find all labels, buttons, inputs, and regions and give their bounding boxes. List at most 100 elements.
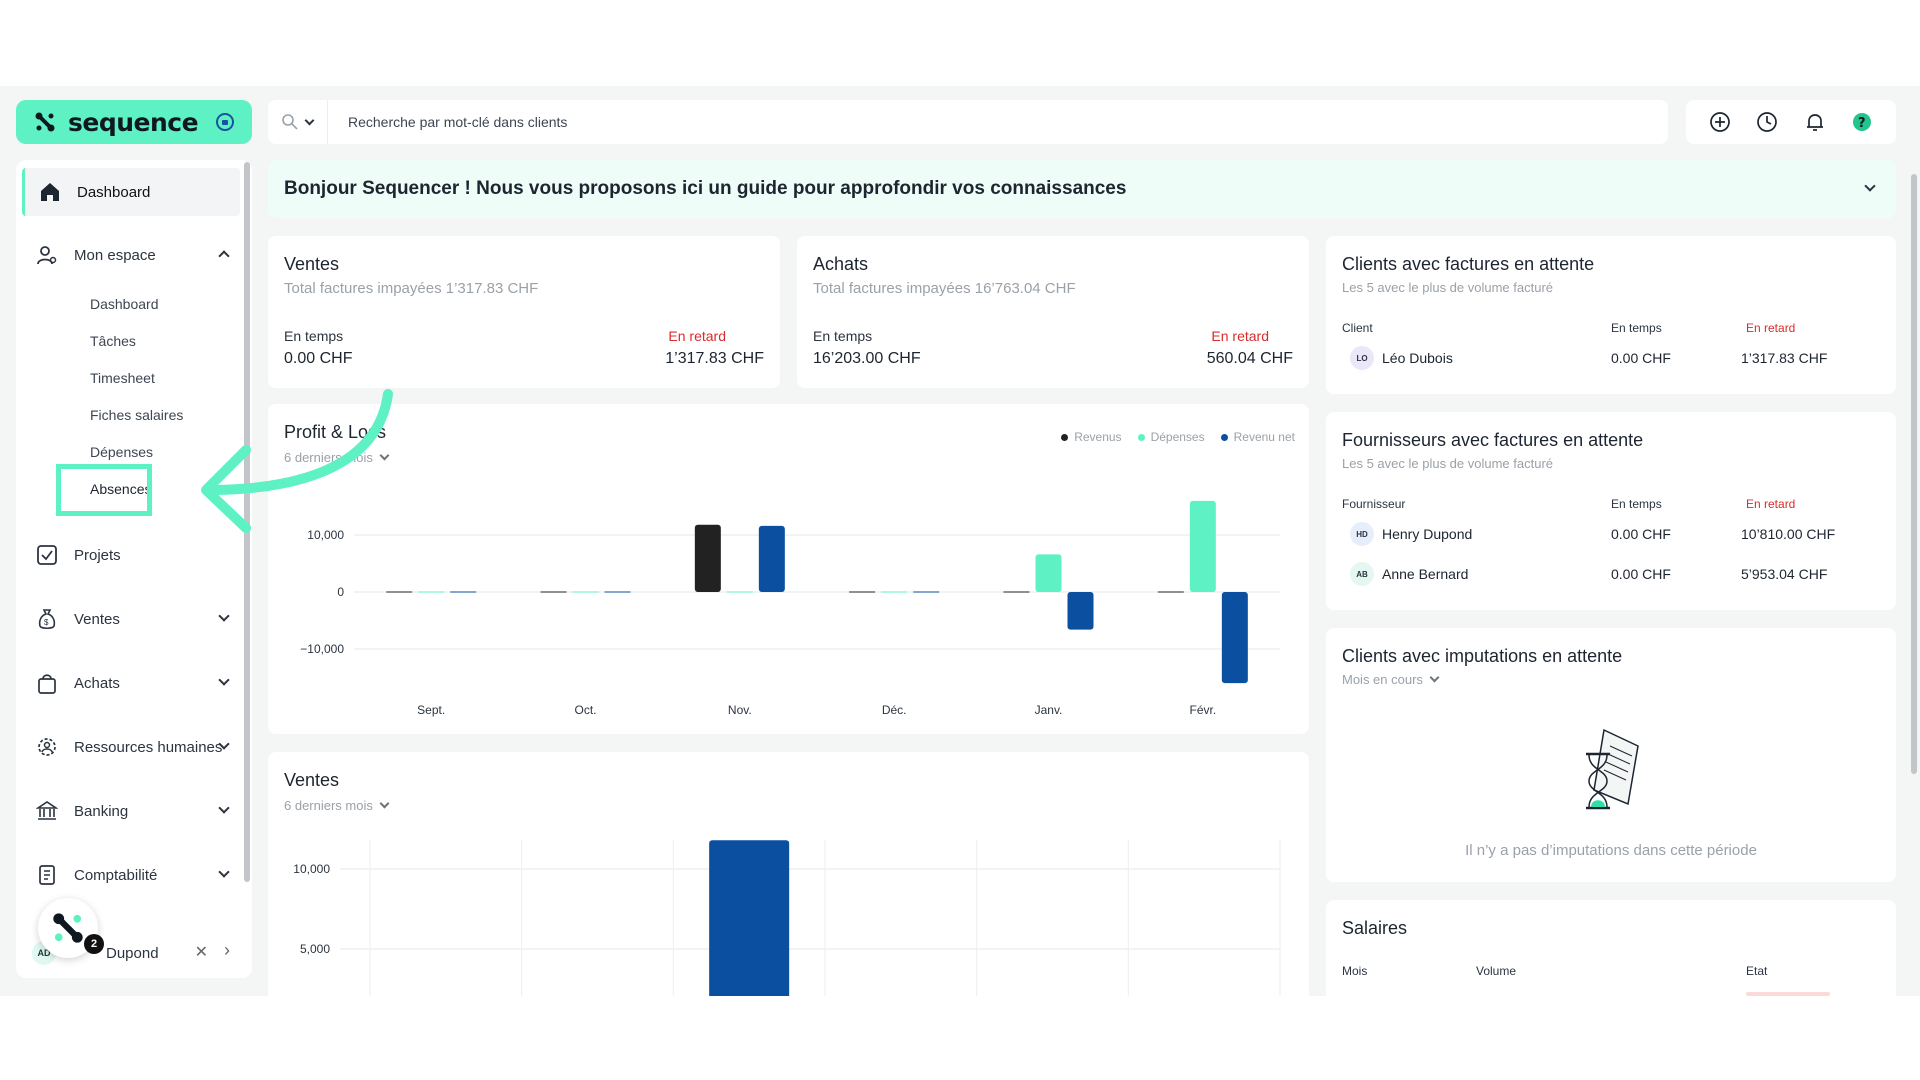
page-scrollbar-thumb[interactable] (1911, 174, 1917, 774)
bottom-area (0, 996, 1920, 1080)
x-tick-label: Févr. (1189, 703, 1216, 717)
imputations-card: Clients avec imputations en attente Mois… (1326, 628, 1896, 882)
y-tick-label: 10,000 (293, 862, 330, 876)
card-title: Ventes (284, 254, 340, 274)
on-time-value: 0.00 CHF (1611, 526, 1671, 542)
card-title: Fournisseurs avec factures en attente (1342, 430, 1644, 450)
sidebar-item-mon-espace[interactable]: Mon espace (22, 231, 240, 279)
bar (1035, 554, 1062, 592)
legend-label: Revenu net (1233, 430, 1295, 444)
chevron-down-icon[interactable] (1864, 180, 1876, 192)
search-icon[interactable] (280, 112, 300, 132)
chevron-down-icon (1429, 672, 1440, 683)
gear-users-icon (36, 736, 58, 758)
sequence-logo-icon (35, 112, 55, 132)
sidebar-item-label: Dashboard (77, 183, 151, 201)
ledger-icon (36, 864, 58, 886)
highlight-box (56, 464, 152, 516)
user-name: Dupond (106, 944, 159, 962)
bar (758, 525, 785, 592)
col-header-month: Mois (1342, 964, 1368, 978)
sidebar-subitem-dashboard[interactable]: Dashboard (90, 296, 159, 312)
avatar: LO (1350, 346, 1374, 370)
lock-icon[interactable] (216, 113, 234, 131)
banner-text: Bonjour Sequencer ! Nous vous proposons … (284, 178, 1127, 199)
ventes-summary-card[interactable]: Ventes Total factures impayées 1’317.83 … (268, 236, 780, 388)
x-tick-label: Nov. (728, 703, 752, 717)
on-time-value: 0.00 CHF (1611, 566, 1671, 582)
guide-banner[interactable]: Bonjour Sequencer ! Nous vous proposons … (268, 160, 1896, 218)
notifications-button[interactable] (1802, 109, 1828, 135)
sidebar-item-banking[interactable]: Banking (22, 787, 240, 835)
sidebar-item-label: Banking (74, 802, 129, 820)
add-button[interactable] (1707, 109, 1733, 135)
page-scrollbar[interactable] (1908, 86, 1920, 996)
card-subtitle: Les 5 avec le plus de volume facturé (1342, 456, 1554, 471)
client-name: Léo Dubois (1382, 350, 1453, 366)
y-tick-label: 10,000 (307, 528, 344, 542)
col-header-late: En retard (1746, 321, 1796, 335)
legend-label: Dépenses (1150, 430, 1205, 444)
legend-depenses[interactable]: Dépenses (1137, 430, 1205, 444)
card-title: Clients avec imputations en attente (1342, 646, 1623, 666)
x-tick-label: Janv. (1035, 703, 1063, 717)
period-label: Mois en cours (1342, 672, 1423, 687)
chevron-right-icon[interactable]: › (224, 940, 230, 960)
sidebar-subitem-absences[interactable]: Absences (90, 481, 152, 497)
search-bar (268, 100, 1668, 144)
sidebar-item-achats[interactable]: Achats (22, 659, 240, 707)
period-dropdown[interactable]: Mois en cours (1342, 672, 1440, 687)
on-time-value: 0.00 CHF (1611, 350, 1671, 366)
sidebar-subitem-taches[interactable]: Tâches (90, 333, 136, 349)
sidebar-item-ressources-humaines[interactable]: Ressources humaines (22, 723, 240, 771)
achats-summary-card[interactable]: Achats Total factures impayées 16’763.04… (797, 236, 1309, 388)
help-button[interactable]: ? (1849, 109, 1875, 135)
col-header-supplier: Fournisseur (1342, 497, 1406, 511)
chevron-down-icon (218, 674, 230, 686)
legend-revenu-net[interactable]: Revenu net (1220, 430, 1295, 444)
col-header-on-time: En temps (1611, 497, 1662, 511)
svg-text:?: ? (1858, 116, 1866, 131)
app-name: sequence (68, 107, 199, 137)
sidebar-item-comptabilite[interactable]: Comptabilité (22, 851, 240, 899)
profit-loss-card: Profit & Loss 6 derniers mois Revenus Dé… (268, 404, 1309, 734)
card-title: Ventes (284, 770, 340, 790)
avatar: HD (1350, 522, 1374, 546)
sidebar-item-dashboard[interactable]: Dashboard (22, 168, 240, 216)
late-value: 10’810.00 CHF (1741, 526, 1836, 542)
close-icon[interactable]: ✕ (194, 944, 208, 961)
sidebar-item-ventes[interactable]: $ Ventes (22, 595, 240, 643)
y-tick-label: −10,000 (300, 642, 344, 656)
legend-label: Revenus (1074, 430, 1122, 444)
card-title: Clients avec factures en attente (1342, 254, 1595, 274)
salaires-card: Salaires Mois Volume Etat (1326, 900, 1896, 996)
history-button[interactable] (1754, 109, 1780, 135)
y-tick-label: 0 (337, 585, 344, 599)
late-label: En retard (1211, 328, 1269, 344)
svg-text:$: $ (44, 618, 49, 627)
bell-icon (1806, 114, 1823, 131)
x-tick-label: Sept. (417, 703, 445, 717)
status-badge (1746, 992, 1830, 996)
on-time-value: 0.00 CHF (284, 350, 353, 367)
sidebar-item-projets[interactable]: Projets (22, 531, 240, 579)
on-time-label: En temps (284, 328, 344, 344)
sidebar-subitem-fiches-salaires[interactable]: Fiches salaires (90, 407, 184, 423)
legend-revenus[interactable]: Revenus (1061, 430, 1122, 444)
app-logo[interactable]: sequence (16, 100, 252, 144)
clock-icon (1757, 112, 1778, 132)
card-title: Achats (813, 254, 869, 274)
sidebar-subitem-depenses[interactable]: Dépenses (90, 444, 154, 460)
period-dropdown[interactable]: 6 derniers mois (284, 798, 390, 813)
sidebar-item-label: Mon espace (74, 246, 156, 264)
sidebar-scrollbar[interactable] (244, 162, 250, 882)
bar (1189, 500, 1216, 592)
search-input[interactable] (348, 114, 1548, 130)
ventes-chart: 10,000 5,000 (293, 840, 1281, 996)
chevron-down-icon[interactable] (304, 115, 315, 125)
hourglass-document-icon (1586, 728, 1639, 810)
sidebar-item-label: Ressources humaines (74, 738, 223, 756)
chevron-down-icon (218, 610, 230, 622)
period-label: 6 derniers mois (284, 798, 373, 813)
sidebar-subitem-timesheet[interactable]: Timesheet (90, 370, 155, 386)
